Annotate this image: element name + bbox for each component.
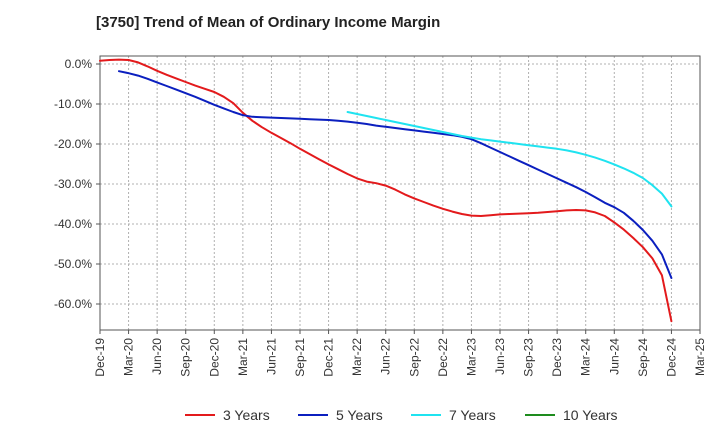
y-tick-label: -30.0%	[54, 177, 92, 191]
legend-label: 5 Years	[336, 407, 383, 423]
x-tick-label: Sep-20	[179, 338, 193, 377]
y-tick-label: -10.0%	[54, 97, 92, 111]
x-tick-label: Dec-22	[436, 338, 450, 377]
x-tick-label: Sep-21	[293, 338, 307, 377]
legend-label: 3 Years	[223, 407, 270, 423]
series-line-5-years	[118, 70, 673, 279]
x-tick-label: Dec-19	[93, 338, 107, 377]
series-line-7-years	[346, 111, 673, 208]
x-tick-label: Jun-23	[493, 338, 507, 375]
y-tick-label: -20.0%	[54, 137, 92, 151]
x-tick-label: Dec-23	[550, 338, 564, 377]
y-tick-label: -40.0%	[54, 217, 92, 231]
x-tick-label: Sep-22	[407, 338, 421, 377]
x-tick-label: Dec-21	[322, 338, 336, 377]
x-tick-label: Jun-24	[607, 338, 621, 375]
x-tick-label: Jun-20	[150, 338, 164, 375]
y-tick-label: 0.0%	[65, 57, 93, 71]
x-tick-label: Jun-21	[264, 338, 278, 375]
x-tick-label: Mar-25	[693, 338, 707, 376]
x-tick-label: Jun-22	[379, 338, 393, 375]
x-tick-label: Dec-20	[207, 338, 221, 377]
legend-label: 7 Years	[449, 407, 496, 423]
series-line-3-years	[99, 58, 673, 323]
x-tick-label: Sep-23	[522, 338, 536, 377]
y-tick-label: -60.0%	[54, 297, 92, 311]
x-tick-label: Mar-24	[579, 338, 593, 376]
chart-title: [3750] Trend of Mean of Ordinary Income …	[96, 14, 441, 31]
x-tick-label: Dec-24	[664, 338, 678, 377]
x-tick-label: Mar-23	[464, 338, 478, 376]
x-tick-label: Mar-22	[350, 338, 364, 376]
x-tick-label: Mar-20	[122, 338, 136, 376]
x-tick-label: Mar-21	[236, 338, 250, 376]
x-tick-label: Sep-24	[636, 338, 650, 377]
legend-label: 10 Years	[563, 407, 618, 423]
y-tick-label: -50.0%	[54, 257, 92, 271]
plot-area	[99, 55, 701, 331]
